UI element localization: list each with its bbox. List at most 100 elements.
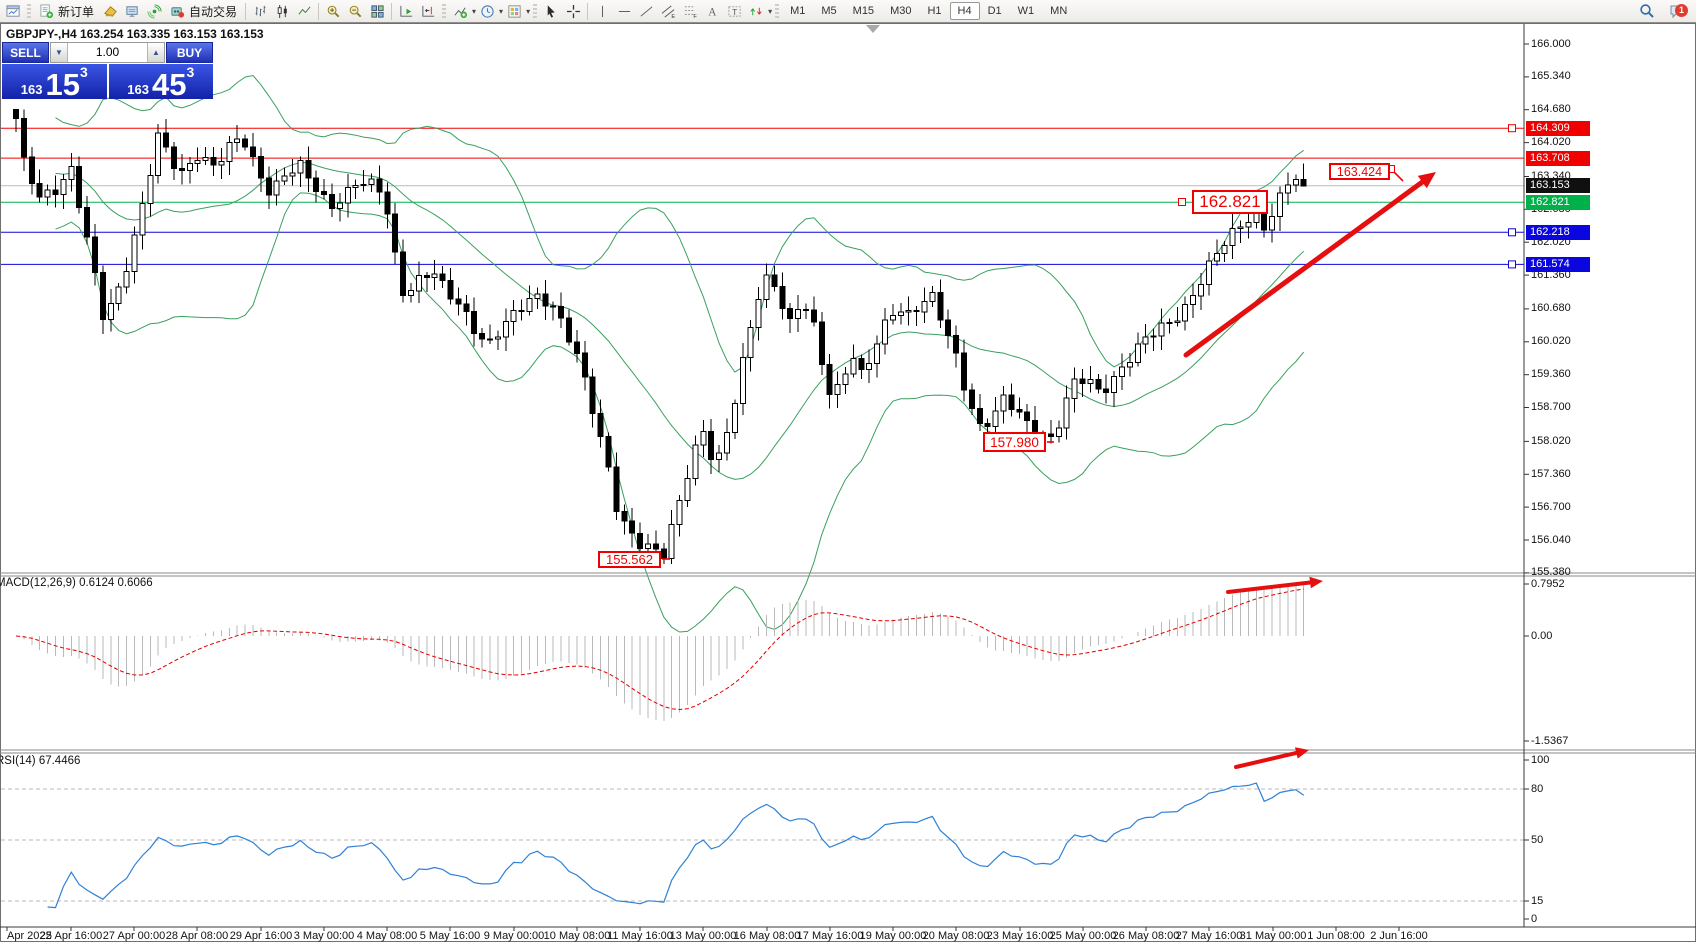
templates-button[interactable] [503,2,525,21]
price-tick: 166.000 [1531,37,1571,50]
time-label: 4 May 08:00 [356,930,418,942]
zoom-in-button[interactable] [322,2,344,21]
timeframe-mn-button[interactable]: MN [1050,5,1068,17]
price-level-label: 161.574 [1526,256,1590,272]
price-level-label: 162.821 [1526,194,1590,210]
toolbar-separator [318,2,320,20]
timeframe-m15-button[interactable]: M15 [852,5,875,17]
vertical-line-button[interactable] [591,2,613,21]
window-splitter-arrow-icon[interactable] [866,25,880,33]
macd-tick: 0.7952 [1531,577,1565,590]
toolbar: 新订单 自动交易 [0,0,1696,23]
price-tick: 156.700 [1531,500,1571,513]
auto-trading-icon [171,6,185,18]
toolbar-separator [587,2,589,20]
macd-tick: 0.00 [1531,629,1553,642]
svg-text:A: A [708,6,717,18]
timeframe-d1-button[interactable]: D1 [987,5,1002,17]
time-label: 25 Apr 16:00 [39,930,103,942]
notification-badge: 1 [1675,3,1688,17]
line-chart-button[interactable] [293,2,315,21]
svg-text:F: F [693,14,697,19]
buy-button[interactable]: BUY [166,42,213,63]
volume-decrease-button[interactable]: ▼ [51,43,68,62]
data-window-button[interactable] [121,2,143,21]
chart-shift-button[interactable] [417,2,439,21]
volume-increase-button[interactable]: ▲ [147,43,164,62]
price-annotation[interactable]: 157.980 [983,432,1046,452]
timeframe-m30-button[interactable]: M30 [890,5,912,17]
toolbar-right-group: 1 [1636,2,1694,21]
trendline-button[interactable] [635,2,657,21]
navigator-button[interactable] [143,2,165,21]
indicators-button[interactable] [449,2,471,21]
tile-windows-button[interactable] [366,2,388,21]
time-label: 3 May 00:00 [293,930,355,942]
fibonacci-button[interactable]: F [679,2,701,21]
price-tick: 155.380 [1531,566,1571,579]
time-label: 5 May 16:00 [419,930,481,942]
time-label: 11 May 16:00 [607,930,673,942]
crosshair-button[interactable] [562,2,584,21]
price-tick: 160.680 [1531,302,1571,315]
zoom-out-button[interactable] [344,2,366,21]
notifications-icon[interactable]: 1 [1664,2,1690,21]
time-label: 27 Apr 00:00 [102,930,166,942]
price-annotation[interactable]: 155.562 [598,551,661,568]
bar-chart-button[interactable] [249,2,271,21]
price-annotation[interactable]: 163.424 [1329,163,1390,180]
cursor-button[interactable] [540,2,562,21]
auto-trading-button[interactable]: 自动交易 [165,2,242,21]
sell-price-pip: 3 [79,64,88,80]
timeframe-w1-button[interactable]: W1 [1017,5,1035,17]
price-tick: 158.020 [1531,434,1571,447]
volume-input[interactable]: 1.00 [95,45,120,59]
equidistant-channel-button[interactable]: E [657,2,679,21]
market-watch-button[interactable] [99,2,121,21]
rsi-tick: 100 [1531,753,1550,766]
timeframe-h1-button[interactable]: H1 [927,5,942,17]
sell-price-big: 15 [45,66,80,102]
templates-caret[interactable]: ▾ [526,6,531,16]
candlestick-chart-button[interactable] [271,2,293,21]
toolbar-separator [245,2,247,20]
new-order-button[interactable]: 新订单 [34,2,99,21]
indicators-caret[interactable]: ▾ [472,6,477,16]
price-annotation[interactable]: 162.821 [1192,190,1268,214]
sell-button[interactable]: SELL [2,42,49,63]
arrows-tool-button[interactable] [745,2,767,21]
navigator-icon [146,3,162,19]
market-watch-icon [103,5,117,17]
volume-control: ▼ 1.00 ▲ [50,42,165,63]
text-button[interactable]: A [701,2,723,21]
sell-price-tile[interactable]: 163 15 3 [2,64,107,102]
new-order-label: 新订单 [58,4,95,19]
rsi-label: RSI(14) 67.4466 [0,755,81,767]
toolbar-separator [391,2,393,20]
horizontal-line-button[interactable] [613,2,635,21]
time-label: Apr 2022 [7,930,52,942]
price-level-label: 163.153 [1526,178,1590,194]
text-label-button[interactable]: T [723,2,745,21]
chart-window-icon[interactable] [2,2,24,21]
buy-price-prefix: 163 [127,81,149,97]
search-icon[interactable] [1636,2,1658,21]
time-label: 1 Jun 08:00 [1307,930,1365,942]
periods-caret[interactable]: ▾ [499,6,504,16]
time-label: 29 Apr 16:00 [229,930,293,942]
time-label: 31 May 00:00 [1239,930,1307,942]
time-label: 17 May 16:00 [796,930,864,942]
timeframe-m5-button[interactable]: M5 [821,5,837,17]
rsi-tick: 80 [1531,782,1544,795]
timeframe-h4-button[interactable]: H4 [949,2,980,20]
timeframe-m1-button[interactable]: M1 [790,5,806,17]
arrows-tool-caret[interactable]: ▾ [768,6,773,16]
buy-price-big: 45 [151,66,187,102]
buy-price-tile[interactable]: 163 45 3 [108,64,213,102]
toolbar-grip [27,3,31,19]
periods-button[interactable] [476,2,498,21]
auto-scroll-button[interactable] [395,2,417,21]
price-tick: 164.020 [1531,136,1571,149]
